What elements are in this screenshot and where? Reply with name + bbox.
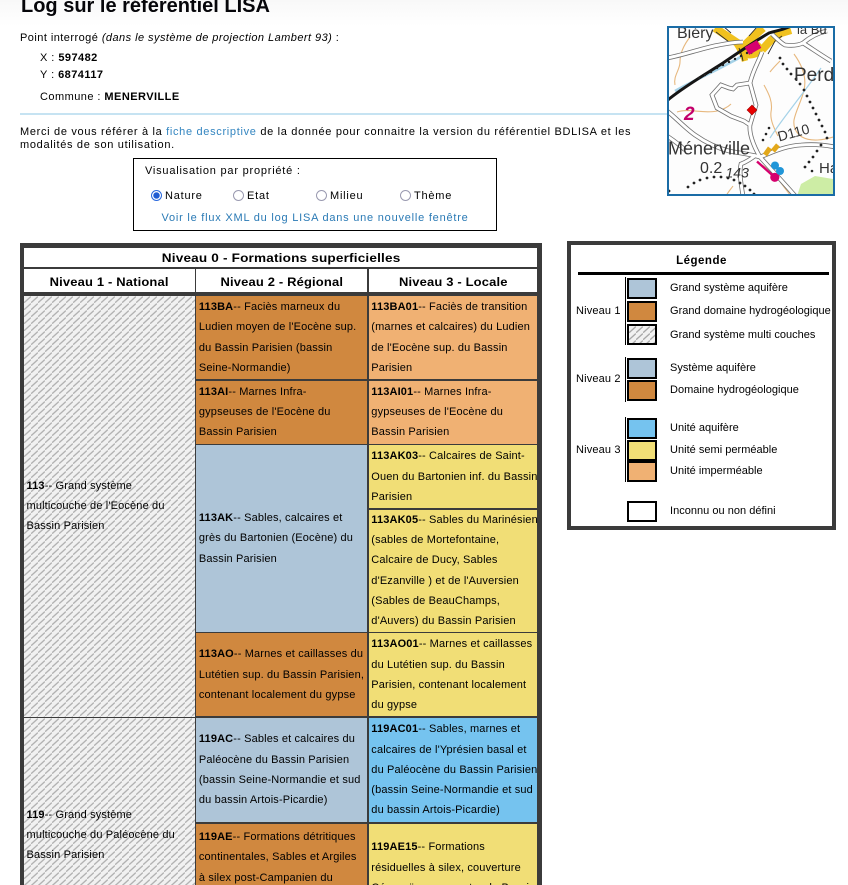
svg-text:0.2: 0.2 bbox=[700, 160, 722, 177]
svg-text:Ménerville: Ménerville bbox=[669, 139, 750, 159]
svg-text:Ha: Ha bbox=[819, 160, 833, 177]
svg-text:Perd: Perd bbox=[794, 65, 833, 86]
svg-text:2: 2 bbox=[683, 104, 695, 125]
svg-text:Biéry: Biéry bbox=[677, 28, 713, 42]
svg-text:143: 143 bbox=[726, 165, 750, 181]
svg-text:la Bu: la Bu bbox=[797, 28, 827, 37]
